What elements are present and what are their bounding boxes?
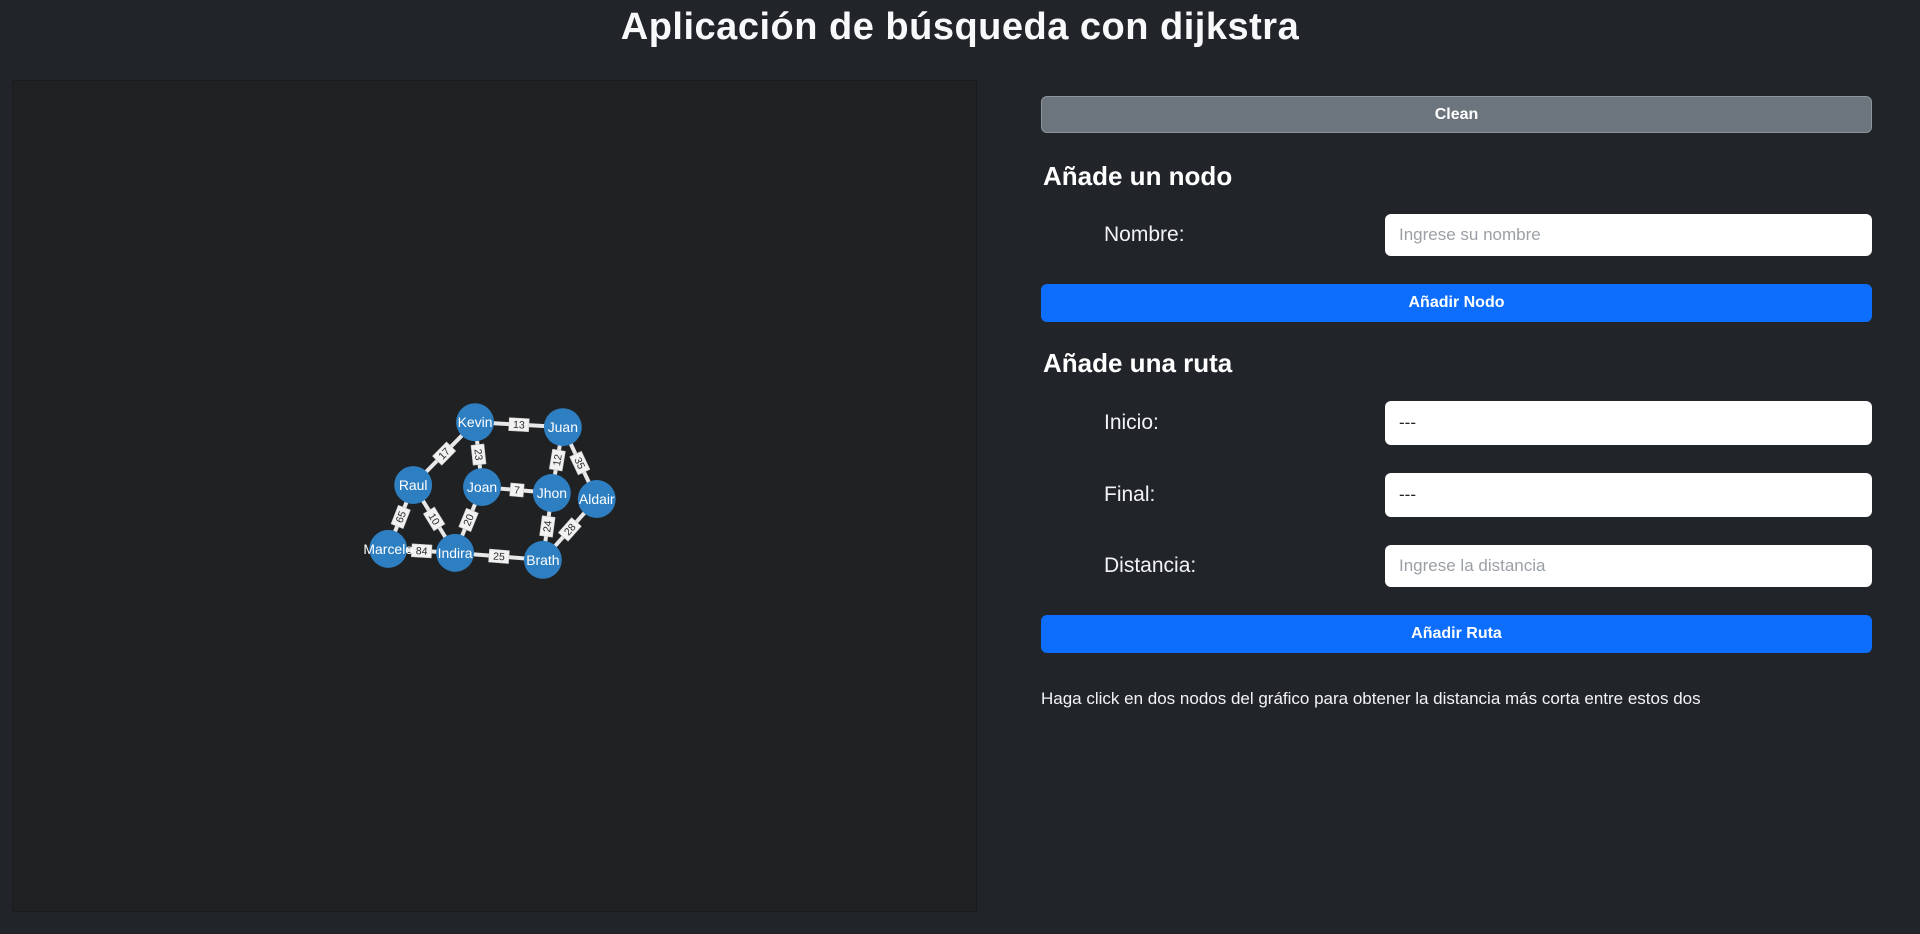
end-select[interactable]: --- [1385,473,1872,517]
svg-text:35: 35 [571,456,586,471]
edge-weight-label: 84 [411,543,433,559]
edge-weight-label: 7 [509,482,525,498]
node-label: Juan [548,419,578,435]
graph-node-kevin[interactable]: Kevin [456,403,495,442]
clean-button[interactable]: Clean [1041,96,1872,133]
end-row: Final: --- [1041,473,1872,517]
graph-canvas[interactable]: 13 17 23 12 35 65 10 7 20 84 25 24 28 Kevin Juan Raul Jo… [12,80,977,912]
page-title: Aplicación de búsqueda con dijkstra [620,6,1300,48]
node-label: Aldair [579,491,615,507]
svg-text:12: 12 [552,453,565,466]
node-label: Raul [399,477,428,493]
start-select[interactable]: --- [1385,401,1872,445]
name-row: Nombre: [1041,214,1872,256]
svg-text:65: 65 [394,510,409,525]
svg-text:84: 84 [415,546,427,558]
graph-node-raul[interactable]: Raul [394,466,433,504]
add-node-button[interactable]: Añadir Nodo [1041,284,1872,322]
node-label: Marcelo [363,541,413,557]
edge-weight-label: 20 [458,507,479,533]
edge-weight-label: 13 [508,417,530,433]
distance-label: Distancia: [1104,554,1197,577]
graph-node-aldair[interactable]: Aldair [577,480,616,518]
graph-node-indira[interactable]: Indira [436,533,475,572]
node-label: Brath [526,552,559,568]
graph-node-brath[interactable]: Brath [523,540,562,579]
node-label: Indira [438,545,473,561]
graph-node-jhon[interactable]: Jhon [532,474,571,512]
edge-weight-label: 28 [557,517,582,542]
add-route-button[interactable]: Añadir Ruta [1041,615,1872,653]
svg-text:20: 20 [462,513,477,528]
svg-text:13: 13 [513,420,525,432]
name-input[interactable] [1385,214,1872,256]
control-panel: Clean Añade un nodo Nombre: Añadir Nodo … [1041,96,1872,709]
add-route-heading: Añade una ruta [1043,348,1233,378]
svg-text:10: 10 [425,512,441,528]
graph-node-joan[interactable]: Joan [463,468,501,506]
edge-weight-label: 24 [539,515,556,538]
distance-input[interactable] [1385,545,1872,587]
node-label: Jhon [537,485,567,501]
add-node-heading: Añade un nodo [1043,161,1233,191]
svg-text:7: 7 [513,485,520,496]
svg-text:23: 23 [471,448,483,461]
start-row: Inicio: --- [1041,401,1872,445]
node-label: Kevin [458,414,493,430]
edge-weight-label: 25 [488,548,510,564]
edge-weight-label: 35 [569,450,591,476]
node-label: Joan [467,479,497,495]
edge-weight-label: 23 [470,443,487,466]
help-text: Haga click en dos nodos del gráfico para… [1041,689,1701,708]
svg-text:25: 25 [493,551,506,563]
graph-node-marcelo[interactable]: Marcelo [363,529,413,568]
graph-node-juan[interactable]: Juan [543,408,582,447]
edge-weight-label: 10 [422,506,446,532]
edge-weight-label: 65 [390,504,411,529]
distance-row: Distancia: [1041,545,1872,587]
name-label: Nombre: [1104,223,1185,246]
start-label: Inicio: [1104,411,1159,434]
svg-text:24: 24 [542,520,554,533]
end-label: Final: [1104,483,1156,506]
edge-weight-label: 12 [548,448,566,472]
